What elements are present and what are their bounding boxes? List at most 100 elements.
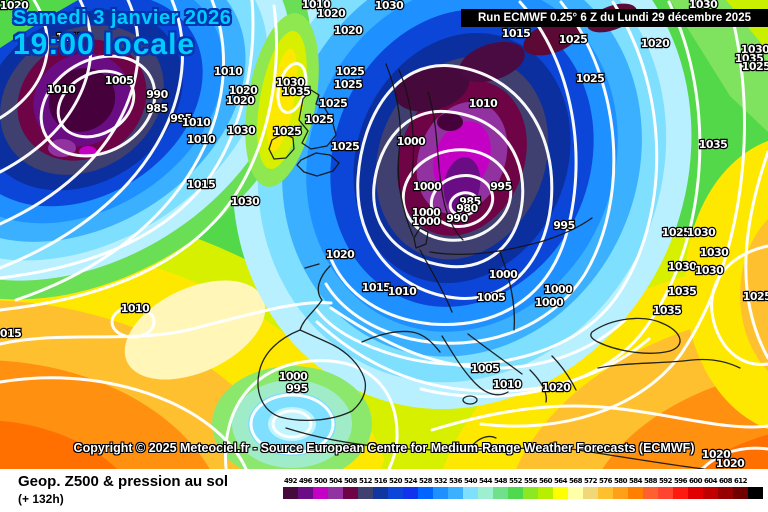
pressure-label: 1020 [0,0,29,12]
legend-value: 604 [703,477,718,485]
legend-swatch [418,487,433,499]
pressure-label: 1015 [502,27,531,40]
legend-value: 532 [433,477,448,485]
legend-swatch [628,487,643,499]
legend-swatch [358,487,373,499]
legend-swatch [553,487,568,499]
pressure-label: 1015 [362,281,391,294]
pressure-label: 1005 [471,362,500,375]
pressure-label: 1010 [388,285,417,298]
pressure-label: 1025 [319,97,348,110]
pressure-label: 1020 [542,381,571,394]
legend-value: 500 [313,477,328,485]
pressure-label: 1035 [735,52,764,65]
legend-value: 612 [733,477,748,485]
legend-swatch [508,487,523,499]
map-title: Geop. Z500 & pression au sol [18,473,229,490]
legend-swatches-row [283,487,763,499]
pressure-label: 1020 [702,448,731,461]
legend-swatch [643,487,658,499]
pressure-label: 1000 [412,215,441,228]
legend-value: 516 [373,477,388,485]
color-legend: 492 496 500 504 508 512 516 520 524 528 532 536 540 5… [283,477,763,499]
pressure-label: 1030 [741,43,768,56]
legend-value: 588 [643,477,658,485]
legend-value: 552 [508,477,523,485]
pressure-labels: 1020101510101005990985995101010101015101… [0,0,768,469]
pressure-label: 995 [553,219,574,232]
pressure-label: 1025 [662,226,691,239]
pressure-label: 1035 [282,85,311,98]
pressure-label: 1000 [544,283,573,296]
pressure-label: 1025 [559,33,588,46]
legend-value: 512 [358,477,373,485]
pressure-label: 1010 [493,378,522,391]
legend-swatch [673,487,688,499]
legend-swatch [718,487,733,499]
pressure-label: 1025 [331,140,360,153]
ridge-sliver [245,13,319,187]
pressure-label: 1010 [469,97,498,110]
pressure-label: 1020 [641,37,670,50]
nw-corner-green [0,0,78,48]
run-label: Run ECMWF 0.25° 6 Z du Lundi 29 décembre… [478,12,751,24]
pressure-label: 995 [170,112,191,125]
pressure-label: 1000 [397,135,426,148]
legend-value: 564 [553,477,568,485]
pressure-label: 990 [446,212,468,225]
legend-swatch [433,487,448,499]
legend-value: 596 [673,477,688,485]
legend-swatch [688,487,703,499]
legend-swatch [583,487,598,499]
pressure-label: 1035 [668,285,697,298]
pressure-label: 1020 [229,84,258,97]
legend-swatch [523,487,538,499]
pressure-label: 1030 [687,226,716,239]
pale-yellow-patch [124,280,266,380]
legend-value: 548 [493,477,508,485]
legend-swatch [568,487,583,499]
legend-value: 580 [613,477,628,485]
pressure-label: 1025 [743,290,768,303]
legend-swatch [298,487,313,499]
legend-value: 492 [283,477,298,485]
pressure-label: 1020 [716,457,745,469]
legend-value: 560 [538,477,553,485]
legend-swatch [733,487,748,499]
legend-value: 524 [403,477,418,485]
pressure-label: 1035 [699,138,728,151]
legend-value: 508 [343,477,358,485]
legend-swatch [373,487,388,499]
pressure-label: 1025 [742,60,768,73]
pressure-label: 1005 [477,291,506,304]
legend-swatch [328,487,343,499]
legend-swatch [703,487,718,499]
legend-value: 600 [688,477,703,485]
pressure-label: 1025 [305,113,334,126]
legend-swatch [538,487,553,499]
isobar-contours [0,0,768,469]
coastlines [257,63,741,469]
pressure-label: 1010 [47,83,76,96]
pressure-label: 1030 [227,124,256,137]
pressure-label: 1010 [302,0,331,11]
pressure-label: 1000 [412,206,441,219]
legend-swatch [748,487,763,499]
weather-map: 1020101510101005990985995101010101015101… [0,0,768,469]
cold-low-northwest [0,0,311,300]
legend-swatch [388,487,403,499]
footer-strip: Geop. Z500 & pression au sol (+ 132h) 49… [0,469,768,512]
legend-value: 592 [658,477,673,485]
pressure-label: 990 [146,88,168,101]
legend-value: 568 [568,477,583,485]
pressure-label: 985 [459,195,480,208]
run-info-bar: Run ECMWF 0.25° 6 Z du Lundi 29 décembre… [461,9,768,27]
pressure-label: 1030 [375,0,404,12]
legend-value: 528 [418,477,433,485]
legend-swatch [463,487,478,499]
pressure-label: 1015 [187,178,216,191]
pressure-label: 1010 [182,116,211,129]
pressure-label: 1025 [336,65,365,78]
copyright-text: Copyright © 2025 Meteociel.fr - Source E… [73,441,695,455]
